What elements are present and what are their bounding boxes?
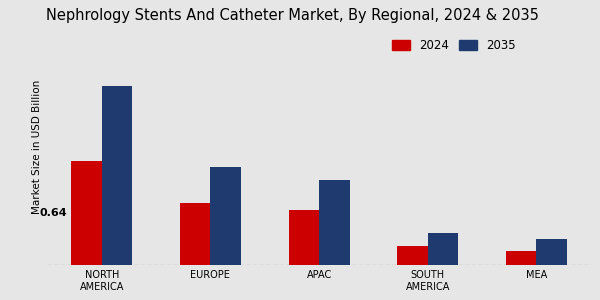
Bar: [397, 246, 428, 265]
Bar: [428, 232, 458, 265]
Text: Nephrology Stents And Catheter Market, By Regional, 2024 & 2035: Nephrology Stents And Catheter Market, B…: [47, 8, 539, 23]
Bar: [289, 210, 319, 265]
Bar: [211, 167, 241, 265]
Text: 0.64: 0.64: [40, 208, 67, 218]
Bar: [319, 180, 350, 265]
Bar: [180, 203, 211, 265]
Bar: [71, 161, 102, 265]
Bar: [536, 239, 567, 265]
Y-axis label: Market Size in USD Billion: Market Size in USD Billion: [32, 80, 43, 214]
Bar: [102, 86, 132, 265]
Legend: 2024, 2035: 2024, 2035: [388, 34, 520, 57]
Bar: [506, 250, 536, 265]
